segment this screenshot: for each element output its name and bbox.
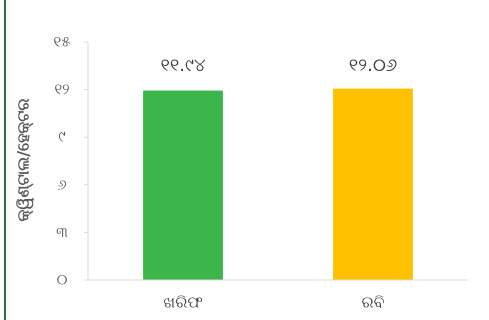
y-tick-label: ୧୨ bbox=[54, 80, 69, 98]
y-tick-label: ୯ bbox=[58, 128, 65, 146]
data-label: ୧୨.୦୬ bbox=[349, 55, 397, 76]
x-tick-label: ଖରିଫ bbox=[163, 293, 202, 312]
x-tick-label: ରବି bbox=[361, 293, 384, 312]
y-axis-label: କ୍ୱିଣ୍ଟାଲ/ହେକ୍ଟର bbox=[14, 99, 34, 222]
y-tick-label: ୦ bbox=[57, 271, 68, 289]
y-tick-label: ୧୫ bbox=[53, 33, 70, 51]
data-label: ୧୧.୯୪ bbox=[161, 55, 206, 76]
y-tick-label: ୩ bbox=[56, 223, 68, 241]
bar bbox=[333, 88, 413, 280]
bar bbox=[143, 90, 223, 280]
y-tick-label: ୬ bbox=[57, 175, 66, 193]
